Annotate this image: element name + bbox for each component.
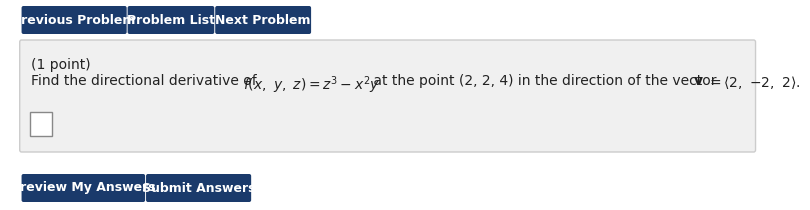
FancyBboxPatch shape: [30, 112, 52, 136]
Text: Submit Answers: Submit Answers: [142, 181, 255, 194]
FancyBboxPatch shape: [19, 40, 756, 152]
Text: Previous Problem: Previous Problem: [12, 13, 136, 26]
Text: $f(x,\ y,\ z) = z^3 - x^2y$: $f(x,\ y,\ z) = z^3 - x^2y$: [243, 74, 380, 96]
FancyBboxPatch shape: [22, 6, 126, 34]
Text: (1 point): (1 point): [31, 58, 91, 72]
FancyBboxPatch shape: [215, 6, 311, 34]
Text: Next Problem: Next Problem: [215, 13, 311, 26]
FancyBboxPatch shape: [128, 6, 215, 34]
Text: at the point (2, 2, 4) in the direction of the vector: at the point (2, 2, 4) in the direction …: [369, 74, 721, 88]
Text: Preview My Answers: Preview My Answers: [11, 181, 156, 194]
Text: $= \langle 2,\ {-2},\ 2\rangle.$: $= \langle 2,\ {-2},\ 2\rangle.$: [702, 74, 800, 91]
FancyBboxPatch shape: [146, 174, 251, 202]
FancyBboxPatch shape: [22, 174, 145, 202]
Text: Find the directional derivative of: Find the directional derivative of: [31, 74, 261, 88]
Text: Problem List: Problem List: [127, 13, 215, 26]
Text: v: v: [694, 74, 703, 88]
